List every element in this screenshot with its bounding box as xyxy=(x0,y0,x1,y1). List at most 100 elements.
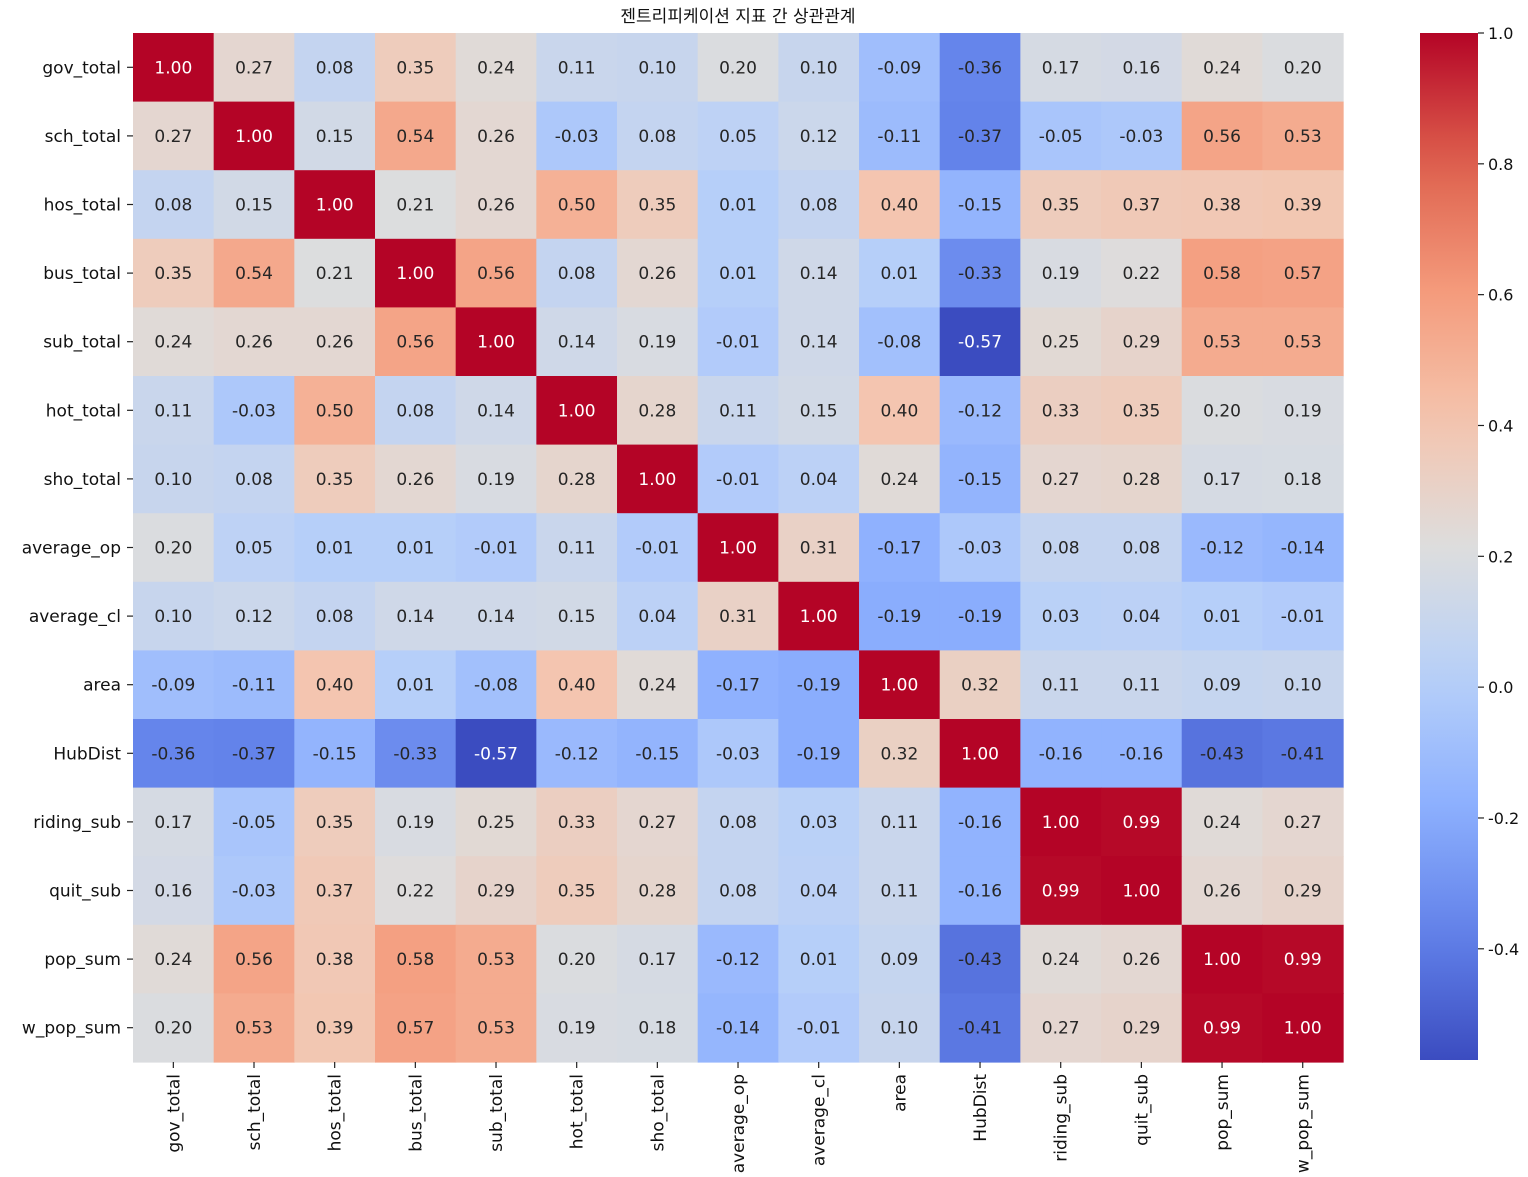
row-label: riding_sub xyxy=(33,813,121,833)
cell-value-label: 0.17 xyxy=(1203,470,1241,490)
heatmap-cell xyxy=(294,170,376,240)
heatmap-cell xyxy=(536,787,618,857)
heatmap-cell xyxy=(617,33,699,103)
cell-value-label: -0.11 xyxy=(232,676,276,696)
row-label: HubDist xyxy=(53,744,121,764)
cell-value-label: -0.33 xyxy=(393,744,437,764)
heatmap-cell xyxy=(778,650,860,720)
heatmap-cell xyxy=(859,856,941,926)
cell-value-label: 0.53 xyxy=(235,1019,273,1039)
heatmap-cell xyxy=(375,238,457,308)
cell-value-label: 0.35 xyxy=(1122,401,1160,421)
heatmap-cell xyxy=(778,856,860,926)
cell-value-label: 0.05 xyxy=(719,127,757,147)
cell-value-label: 0.09 xyxy=(1203,676,1241,696)
heatmap-cell xyxy=(294,787,376,857)
heatmap-cell xyxy=(1020,719,1102,789)
cell-value-label: 0.04 xyxy=(800,882,838,902)
heatmap-cell xyxy=(778,307,860,377)
column-labels: gov_total sch_total hos_total bus_total sub_… xyxy=(164,1062,1314,1173)
heatmap-cell xyxy=(455,101,537,171)
column-label: sch_total xyxy=(245,1074,265,1150)
cell-value-label: 0.22 xyxy=(1122,264,1160,284)
cell-value-label: -0.19 xyxy=(797,676,841,696)
cell-value-label: 0.14 xyxy=(558,333,596,353)
heatmap-cell xyxy=(1020,650,1102,720)
heatmap-cell xyxy=(939,170,1021,240)
cell-value-label: 0.19 xyxy=(1042,264,1080,284)
colorbar-tick-label: 0.8 xyxy=(1488,155,1513,174)
heatmap-cell xyxy=(294,856,376,926)
cell-value-label: 0.40 xyxy=(880,196,918,216)
heatmap-cell xyxy=(1181,856,1263,926)
heatmap-cell xyxy=(536,650,618,720)
heatmap-cell xyxy=(778,444,860,514)
cell-value-label: 0.22 xyxy=(396,882,434,902)
heatmap-cell xyxy=(939,444,1021,514)
heatmap-cell xyxy=(1020,444,1102,514)
heatmap-cell xyxy=(213,924,295,994)
heatmap-cell xyxy=(697,170,779,240)
heatmap-cell xyxy=(939,787,1021,857)
heatmap-cell xyxy=(213,581,295,651)
heatmap-cell xyxy=(939,33,1021,103)
cell-value-label: 0.54 xyxy=(396,127,434,147)
heatmap-cell xyxy=(133,993,215,1063)
cell-value-label: -0.17 xyxy=(716,676,760,696)
cell-value-label: 0.53 xyxy=(477,950,515,970)
heatmap-cell xyxy=(294,581,376,651)
cell-value-label: 0.24 xyxy=(1042,950,1080,970)
heatmap-cell xyxy=(536,33,618,103)
cell-value-label: -0.01 xyxy=(716,470,760,490)
cell-value-label: -0.08 xyxy=(877,333,921,353)
heatmap-cell xyxy=(939,993,1021,1063)
heatmap-cell xyxy=(1262,513,1344,583)
heatmap-cell xyxy=(859,513,941,583)
heatmap-cell xyxy=(213,787,295,857)
heatmap-cell xyxy=(213,307,295,377)
cell-value-label: 0.01 xyxy=(880,264,918,284)
heatmap-cell xyxy=(697,650,779,720)
cell-value-label: 0.09 xyxy=(880,950,918,970)
heatmap-cell xyxy=(1262,170,1344,240)
cell-value-label: 0.40 xyxy=(316,676,354,696)
column-label: bus_total xyxy=(406,1074,426,1152)
heatmap-cell xyxy=(697,444,779,514)
heatmap-cell xyxy=(1020,924,1102,994)
heatmap-cell xyxy=(455,444,537,514)
cell-value-label: -0.03 xyxy=(232,882,276,902)
heatmap-cell xyxy=(294,513,376,583)
heatmap-cell xyxy=(1101,787,1183,857)
heatmap-cell xyxy=(697,101,779,171)
heatmap-cell xyxy=(1181,101,1263,171)
cell-value-label: -0.12 xyxy=(716,950,760,970)
heatmap-cell xyxy=(778,170,860,240)
cell-value-label: 1.00 xyxy=(800,607,838,627)
heatmap-cell xyxy=(617,650,699,720)
column-label: pop_sum xyxy=(1213,1074,1233,1151)
cell-value-label: 0.35 xyxy=(316,813,354,833)
cell-value-label: -0.15 xyxy=(313,744,357,764)
heatmap-cell xyxy=(455,170,537,240)
heatmap-cell xyxy=(1101,513,1183,583)
cell-value-label: 0.28 xyxy=(638,882,676,902)
heatmap-cell xyxy=(1181,170,1263,240)
cell-value-label: -0.12 xyxy=(1200,539,1244,559)
cell-value-label: 0.11 xyxy=(154,401,192,421)
heatmap-cell xyxy=(536,444,618,514)
heatmap-cell xyxy=(697,856,779,926)
cell-value-label: 0.25 xyxy=(1042,333,1080,353)
row-label: bus_total xyxy=(43,264,121,284)
cell-value-label: -0.57 xyxy=(474,744,518,764)
cell-value-label: 0.08 xyxy=(719,882,757,902)
heatmap-cell xyxy=(213,238,295,308)
heatmap-cell xyxy=(455,513,537,583)
heatmap-cell xyxy=(294,238,376,308)
cell-value-label: 0.40 xyxy=(558,676,596,696)
heatmap-cell xyxy=(294,307,376,377)
heatmap-cell xyxy=(859,170,941,240)
column-label: hot_total xyxy=(568,1074,588,1149)
cell-value-label: 0.37 xyxy=(1122,196,1160,216)
heatmap-cell xyxy=(1181,581,1263,651)
cell-value-label: 0.31 xyxy=(800,539,838,559)
